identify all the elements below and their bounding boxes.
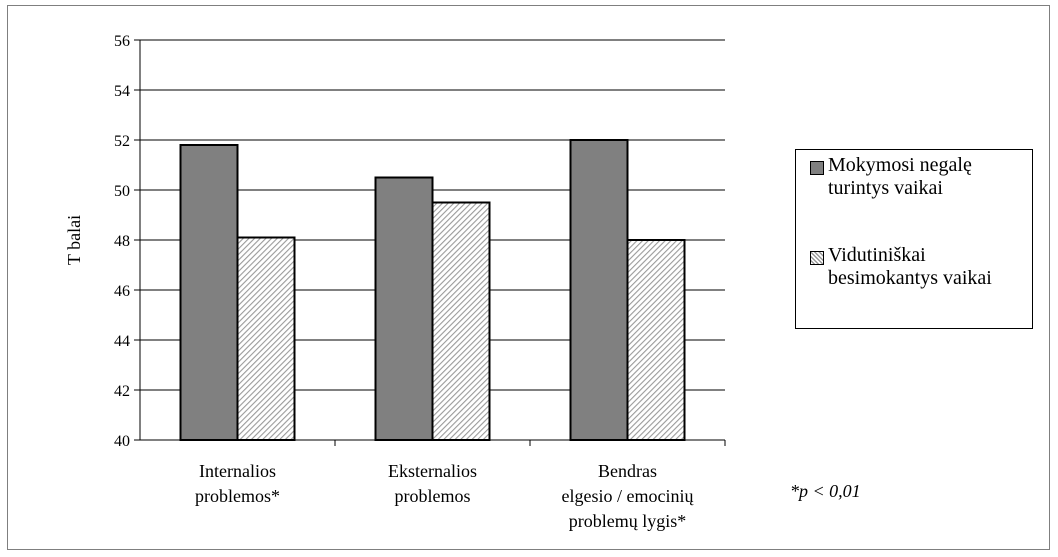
y-tick-label: 40 xyxy=(114,433,130,450)
x-category-label: Bendras xyxy=(598,461,657,481)
bar-series-2-1 xyxy=(236,236,296,441)
significance-note: *p < 0,01 xyxy=(790,481,861,501)
y-tick-label: 42 xyxy=(114,383,130,400)
y-tick-label: 44 xyxy=(114,333,130,350)
bar-series-1-2 xyxy=(374,176,434,441)
bar-series-1-3 xyxy=(569,139,629,441)
y-tick-label: 46 xyxy=(114,283,130,300)
x-category-label: Internalios xyxy=(199,461,276,481)
y-tick-label: 52 xyxy=(114,133,130,150)
x-category-label: problemos* xyxy=(195,486,280,506)
y-tick-label: 54 xyxy=(114,83,130,100)
legend-item-series-2: Vidutiniškai besimokantys vaikai xyxy=(810,244,1028,290)
bar-series-1-1 xyxy=(179,144,239,441)
y-axis-label: T balai xyxy=(64,215,84,265)
chart-frame xyxy=(7,5,1050,550)
legend-label-series-1: Mokymosi negalę turintys vaikai xyxy=(828,154,972,199)
bar-series-2-3 xyxy=(626,239,686,441)
legend-label-series-2: Vidutiniškai besimokantys vaikai xyxy=(828,244,992,289)
x-category-label: problemos xyxy=(395,486,471,506)
x-category-label: Eksternalios xyxy=(388,461,477,481)
bar-series-2-2 xyxy=(431,201,491,441)
x-category-label: elgesio / emocinių xyxy=(562,486,695,506)
x-category-label: problemų lygis* xyxy=(569,511,687,531)
y-tick-label: 50 xyxy=(114,183,130,200)
legend-swatch-series-1 xyxy=(810,161,824,175)
y-tick-label: 56 xyxy=(114,33,130,50)
legend-swatch-series-2 xyxy=(810,251,824,265)
legend-item-series-1: Mokymosi negalę turintys vaikai xyxy=(810,154,1028,200)
y-tick-label: 48 xyxy=(114,233,130,250)
chart-legend: Mokymosi negalę turintys vaikai Vidutini… xyxy=(795,149,1033,329)
